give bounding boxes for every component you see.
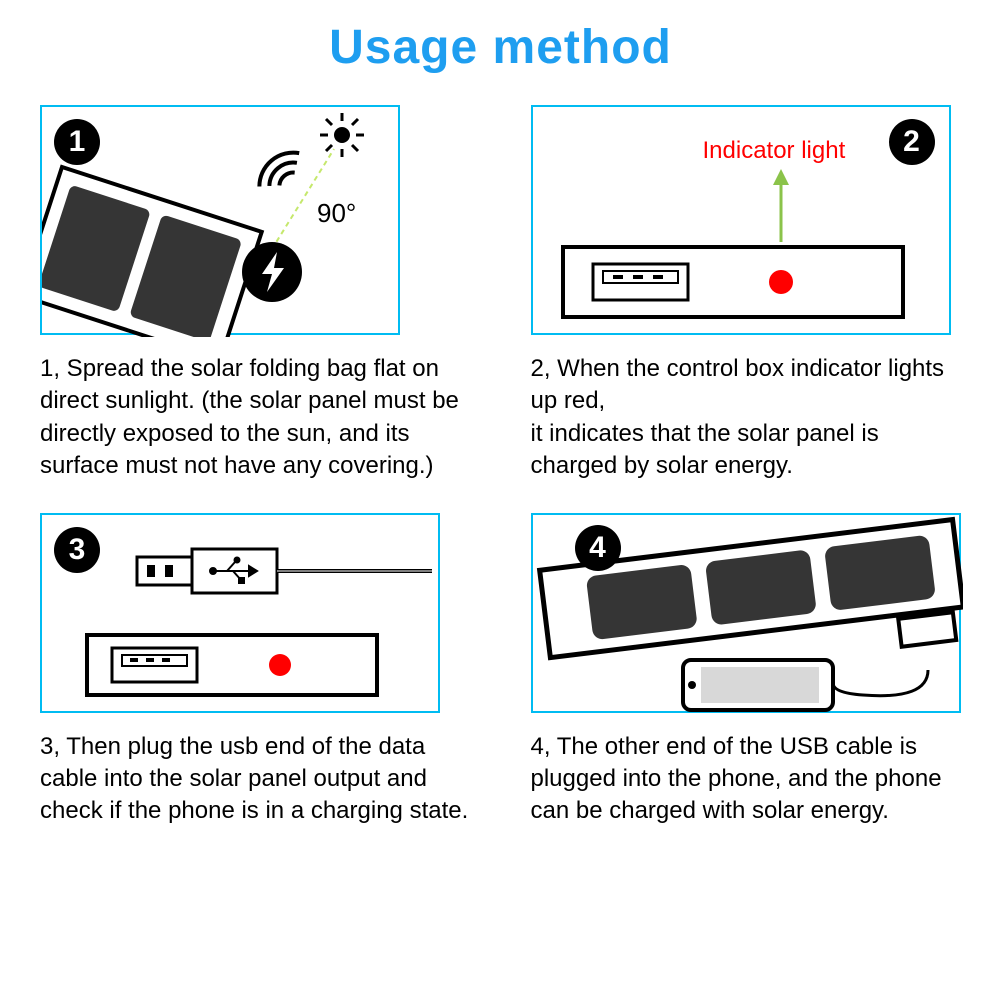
step-4-caption: 4, The other end of the USB cable is plu… bbox=[531, 731, 962, 828]
page-title: Usage method bbox=[40, 20, 961, 75]
step-2-badge: 2 bbox=[889, 119, 935, 165]
step-3-diagram: 3 bbox=[40, 513, 440, 713]
step-3-caption: 3, Then plug the usb end of the data cab… bbox=[40, 731, 471, 828]
steps-grid: 1 bbox=[40, 105, 961, 828]
step-4-badge: 4 bbox=[575, 525, 621, 571]
step-3-illustration bbox=[42, 515, 442, 715]
indicator-light-icon bbox=[269, 654, 291, 676]
step-4: 4 bbox=[531, 513, 962, 828]
step-3: 3 bbox=[40, 513, 471, 828]
angle-label: 90° bbox=[317, 198, 356, 228]
step-1: 1 bbox=[40, 105, 471, 483]
step-2: 2 Indicator light bbox=[531, 105, 962, 483]
step-1-diagram: 1 bbox=[40, 105, 400, 335]
step-4-diagram: 4 bbox=[531, 513, 961, 713]
step-3-badge: 3 bbox=[54, 527, 100, 573]
step-2-caption: 2, When the control box indicator lights… bbox=[531, 353, 962, 483]
step-1-caption: 1, Spread the solar folding bag flat on … bbox=[40, 353, 471, 483]
indicator-light-icon bbox=[769, 270, 793, 294]
step-2-diagram: 2 Indicator light bbox=[531, 105, 951, 335]
step-1-badge: 1 bbox=[54, 119, 100, 165]
